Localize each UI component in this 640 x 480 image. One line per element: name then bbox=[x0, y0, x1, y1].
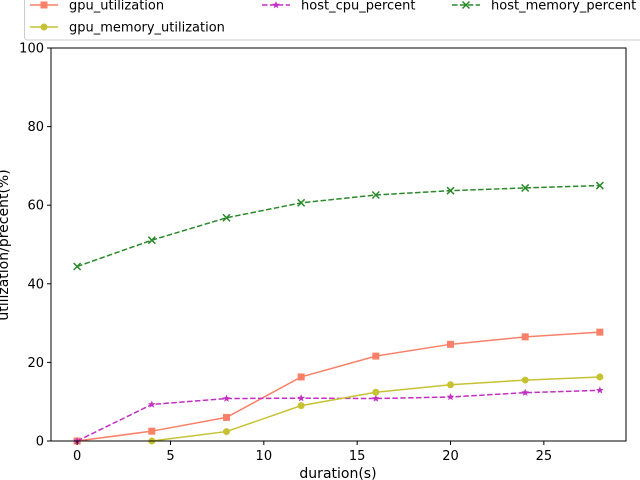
legend-label: host_memory_percent bbox=[491, 0, 636, 14]
legend-item: host_cpu_percent bbox=[262, 0, 416, 14]
x-tick-label: 15 bbox=[349, 449, 366, 464]
data-point bbox=[521, 388, 529, 396]
legend-item: gpu_utilization bbox=[30, 0, 164, 14]
data-point-stroke bbox=[297, 198, 306, 207]
data-point-stroke bbox=[222, 213, 231, 222]
legend-item: gpu_memory_utilization bbox=[30, 21, 225, 36]
legend-swatch-marker bbox=[40, 23, 48, 31]
data-point bbox=[595, 181, 604, 190]
data-point bbox=[596, 386, 604, 394]
legend-item: host_memory_percent bbox=[452, 0, 636, 14]
data-point bbox=[297, 402, 305, 410]
y-tick-label: 60 bbox=[27, 199, 44, 214]
legend-label: gpu_memory_utilization bbox=[69, 21, 225, 36]
y-tick-label: 100 bbox=[19, 42, 44, 57]
x-tick-label: 5 bbox=[166, 449, 174, 464]
legend-label: gpu_utilization bbox=[69, 0, 164, 14]
data-point bbox=[297, 198, 306, 207]
data-point bbox=[372, 388, 380, 396]
data-point bbox=[371, 190, 380, 200]
plot-area bbox=[73, 181, 604, 445]
data-point bbox=[222, 428, 230, 436]
data-point bbox=[297, 373, 305, 381]
legend-box bbox=[24, 0, 640, 41]
data-point-stroke bbox=[446, 186, 455, 195]
x-tick-label: 10 bbox=[256, 449, 273, 464]
axes: 0 5 10 15 20 25 0 20 40 60 80 100 bbox=[19, 42, 627, 464]
legend-swatch-marker bbox=[272, 1, 280, 9]
data-point bbox=[446, 392, 455, 401]
data-point bbox=[447, 340, 455, 348]
series-line bbox=[151, 376, 600, 442]
data-point bbox=[147, 236, 156, 245]
data-point bbox=[222, 394, 231, 402]
data-point bbox=[222, 213, 231, 222]
y-tick-label: 80 bbox=[27, 120, 44, 135]
data-point-stroke bbox=[521, 183, 530, 192]
data-point bbox=[446, 186, 455, 195]
data-point bbox=[372, 394, 380, 402]
data-point-stroke bbox=[595, 181, 604, 190]
data-point-stroke bbox=[371, 190, 380, 200]
data-point bbox=[73, 262, 82, 271]
series-host_memory_percent bbox=[73, 181, 604, 271]
series-line bbox=[76, 389, 600, 442]
y-tick-label: 40 bbox=[27, 277, 44, 292]
data-point bbox=[596, 373, 604, 381]
legend-label: host_cpu_percent bbox=[301, 0, 416, 14]
data-point-stroke bbox=[147, 236, 156, 245]
data-point bbox=[148, 427, 156, 435]
data-point-stroke bbox=[73, 262, 82, 271]
x-tick-label: 25 bbox=[536, 449, 553, 464]
data-point bbox=[521, 376, 529, 384]
data-point bbox=[148, 400, 156, 408]
series-gpu_utilization bbox=[73, 328, 604, 445]
y-tick-label: 0 bbox=[36, 435, 44, 450]
plot-frame bbox=[50, 47, 627, 442]
y-tick-label: 20 bbox=[27, 356, 44, 371]
x-tick-label: 0 bbox=[73, 449, 81, 464]
data-point bbox=[521, 183, 530, 192]
series-host_cpu_percent bbox=[73, 386, 604, 445]
y-axis-label: utilization/precent(%) bbox=[0, 169, 12, 320]
data-point bbox=[297, 394, 305, 402]
legend: gpu_utilization host_cpu_percent host_memo… bbox=[24, 0, 640, 41]
data-point bbox=[596, 328, 604, 336]
data-point bbox=[447, 381, 455, 389]
legend-swatch-marker bbox=[461, 0, 471, 10]
series-gpu_memory_utilization bbox=[148, 373, 604, 445]
x-tick-label: 20 bbox=[442, 449, 459, 464]
series-line bbox=[76, 184, 600, 268]
x-axis-label: duration(s) bbox=[299, 466, 376, 480]
data-point bbox=[372, 352, 380, 360]
legend-swatch-marker-stroke bbox=[461, 0, 471, 10]
data-point bbox=[222, 413, 230, 421]
series-line bbox=[77, 331, 600, 442]
legend-swatch-marker bbox=[40, 1, 48, 9]
data-point bbox=[521, 333, 529, 341]
